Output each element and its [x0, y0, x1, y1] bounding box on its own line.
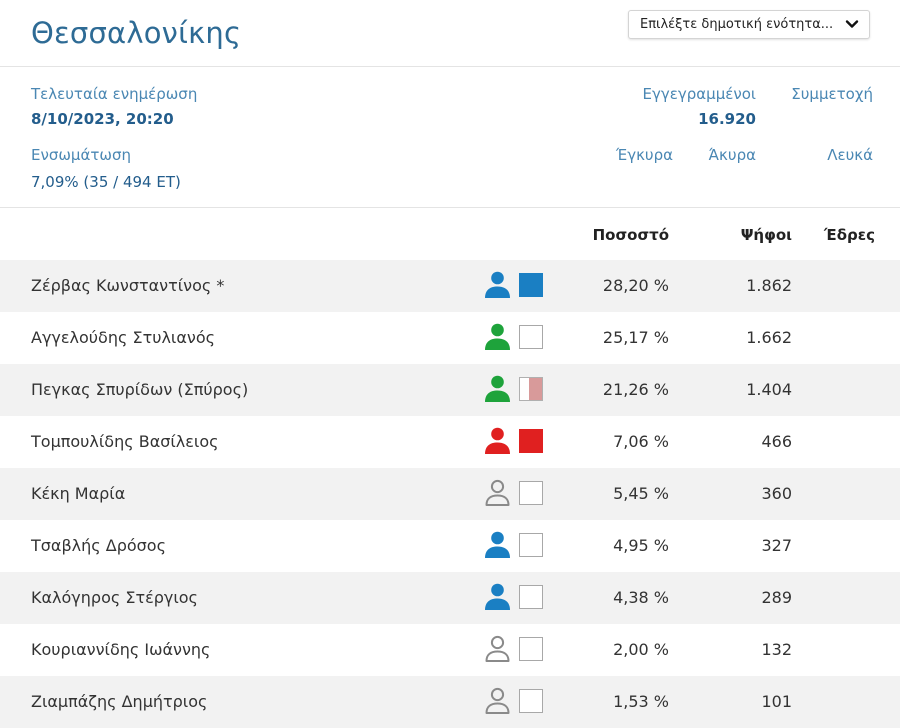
column-header-votes: Ψήφοι [740, 226, 792, 244]
votes-value: 360 [761, 484, 792, 503]
table-row[interactable]: Κουριαννίδης Ιωάννης 2,00 % 132 [0, 624, 900, 676]
blank-label: Λευκά [827, 146, 873, 164]
last-update-label: Τελευταία ενημέρωση [31, 85, 198, 103]
percent-value: 4,95 % [613, 536, 669, 555]
candidate-name: Κέκη Μαρία [31, 484, 126, 503]
person-icon [485, 375, 510, 402]
table-row[interactable]: Καλόγηρος Στέργιος 4,38 % 289 [0, 572, 900, 624]
divider [0, 66, 900, 67]
table-row[interactable]: Κέκη Μαρία 5,45 % 360 [0, 468, 900, 520]
votes-value: 466 [761, 432, 792, 451]
percent-value: 21,26 % [602, 380, 669, 399]
percent-value: 1,53 % [613, 692, 669, 711]
votes-value: 327 [761, 536, 792, 555]
party-color-box [519, 325, 543, 349]
table-row[interactable]: Ζέρβας Κωνσταντίνος * 28,20 % 1.862 [0, 260, 900, 312]
person-icon [485, 323, 510, 350]
person-icon [485, 271, 510, 298]
table-row[interactable]: Πεγκας Σπυρίδων (Σπύρος) 21,26 % 1.404 [0, 364, 900, 416]
table-row[interactable]: Αγγελούδης Στυλιανός 25,17 % 1.662 [0, 312, 900, 364]
votes-value: 1.404 [746, 380, 792, 399]
party-color-box [519, 429, 543, 453]
percent-value: 25,17 % [602, 328, 669, 347]
candidate-name: Ζέρβας Κωνσταντίνος * [31, 276, 225, 295]
party-color-box [519, 533, 543, 557]
person-icon [485, 583, 510, 610]
column-header-percent: Ποσοστό [592, 226, 669, 244]
participation-label: Συμμετοχή [791, 85, 873, 103]
last-update-value: 8/10/2023, 20:20 [31, 110, 174, 128]
person-icon [485, 687, 510, 714]
candidate-name: Κουριαννίδης Ιωάννης [31, 640, 211, 659]
table-row[interactable]: Τομπουλίδης Βασίλειος 7,06 % 466 [0, 416, 900, 468]
party-color-box [519, 585, 543, 609]
votes-value: 1.862 [746, 276, 792, 295]
invalid-label: Άκυρα [708, 146, 756, 164]
table-row[interactable]: Τσαβλής Δρόσος 4,95 % 327 [0, 520, 900, 572]
incorporation-value: 7,09% (35 / 494 ΕΤ) [31, 173, 181, 191]
votes-value: 289 [761, 588, 792, 607]
percent-value: 28,20 % [602, 276, 669, 295]
valid-label: Έγκυρα [616, 146, 673, 164]
party-color-box [519, 273, 543, 297]
percent-value: 7,06 % [613, 432, 669, 451]
municipal-unit-select[interactable]: Επιλέξτε δημοτική ενότητα... [628, 10, 870, 39]
votes-value: 1.662 [746, 328, 792, 347]
votes-value: 101 [761, 692, 792, 711]
table-row[interactable]: Ζιαμπάζης Δημήτριος 1,53 % 101 [0, 676, 900, 728]
votes-value: 132 [761, 640, 792, 659]
candidate-name: Τσαβλής Δρόσος [31, 536, 166, 555]
incorporation-label: Ενσωμάτωση [31, 146, 131, 164]
candidate-name: Καλόγηρος Στέργιος [31, 588, 198, 607]
person-icon [485, 531, 510, 558]
chevron-down-icon [845, 20, 859, 28]
candidate-name: Τομπουλίδης Βασίλειος [31, 432, 219, 451]
select-value: Επιλέξτε δημοτική ενότητα... [640, 17, 834, 32]
page-title: Θεσσαλονίκης [31, 16, 242, 50]
person-icon [485, 635, 510, 662]
registered-label: Εγγεγραμμένοι [642, 85, 756, 103]
person-icon [485, 427, 510, 454]
percent-value: 5,45 % [613, 484, 669, 503]
party-color-box [519, 637, 543, 661]
column-header-seats: Έδρες [824, 226, 875, 244]
person-icon [485, 479, 510, 506]
candidate-name: Πεγκας Σπυρίδων (Σπύρος) [31, 380, 249, 399]
party-color-box [519, 481, 543, 505]
divider [0, 207, 900, 208]
party-color-box [519, 689, 543, 713]
party-color-box [519, 377, 543, 401]
candidate-name: Αγγελούδης Στυλιανός [31, 328, 215, 347]
percent-value: 2,00 % [613, 640, 669, 659]
candidate-name: Ζιαμπάζης Δημήτριος [31, 692, 208, 711]
percent-value: 4,38 % [613, 588, 669, 607]
registered-value: 16.920 [698, 110, 756, 128]
